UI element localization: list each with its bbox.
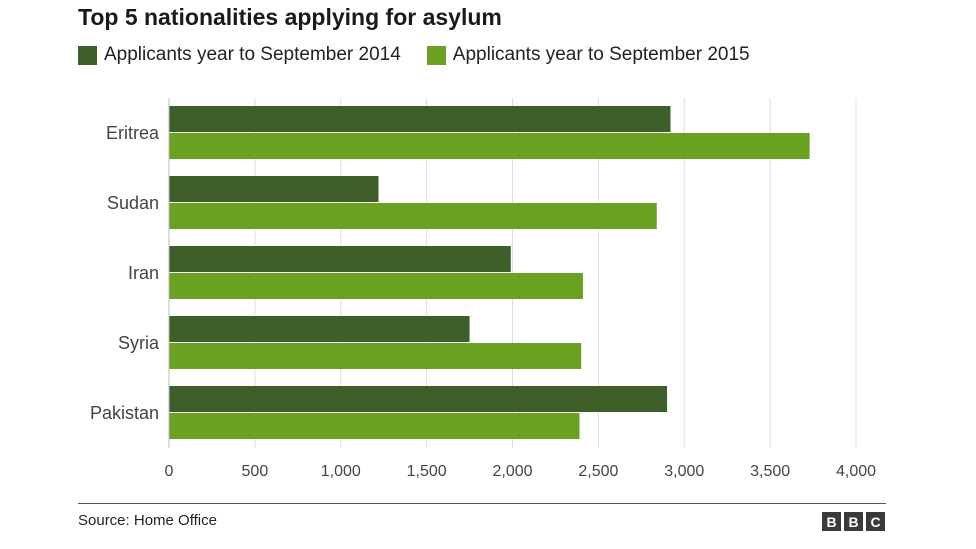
bar-2014 — [169, 316, 470, 342]
legend-swatch-2014 — [78, 45, 97, 65]
bar-2015 — [169, 133, 810, 159]
x-tick-label: 1,000 — [321, 463, 361, 480]
footer-divider — [78, 503, 886, 504]
legend-item-2015: Applicants year to September 2015 — [426, 44, 750, 66]
category-label: Syria — [118, 333, 160, 353]
bbc-logo: B B C — [822, 512, 885, 531]
category-label: Iran — [128, 263, 159, 283]
category-label: Pakistan — [90, 403, 159, 423]
x-tick-label: 2,000 — [492, 463, 532, 480]
x-tick-label: 4,000 — [836, 463, 876, 480]
chart-legend: Applicants year to September 2014 Applic… — [78, 44, 776, 66]
bar-2014 — [169, 106, 671, 132]
x-tick-label: 1,500 — [407, 463, 447, 480]
x-tick-label: 500 — [242, 463, 269, 480]
x-tick-label: 0 — [165, 463, 174, 480]
bbc-logo-letter: B — [844, 512, 863, 531]
bar-2014 — [169, 176, 379, 202]
category-label: Eritrea — [106, 123, 160, 143]
bar-2014 — [169, 246, 511, 272]
chart-title: Top 5 nationalities applying for asylum — [78, 4, 502, 30]
category-label: Sudan — [107, 193, 159, 213]
legend-label-2015: Applicants year to September 2015 — [452, 44, 750, 65]
x-tick-label: 2,500 — [578, 463, 618, 480]
legend-label-2014: Applicants year to September 2014 — [104, 44, 401, 65]
bar-2015 — [169, 343, 582, 369]
bbc-logo-letter: C — [866, 512, 885, 531]
legend-item-2014: Applicants year to September 2014 — [78, 44, 401, 66]
legend-swatch-2015 — [426, 45, 446, 65]
x-tick-label: 3,000 — [664, 463, 704, 480]
source-note: Source: Home Office — [78, 512, 217, 529]
bar-2015 — [169, 413, 580, 439]
bar-2014 — [169, 386, 668, 412]
bar-2015 — [169, 203, 657, 229]
x-tick-label: 3,500 — [750, 463, 790, 480]
bar-2015 — [169, 273, 583, 299]
bbc-logo-letter: B — [822, 512, 841, 531]
